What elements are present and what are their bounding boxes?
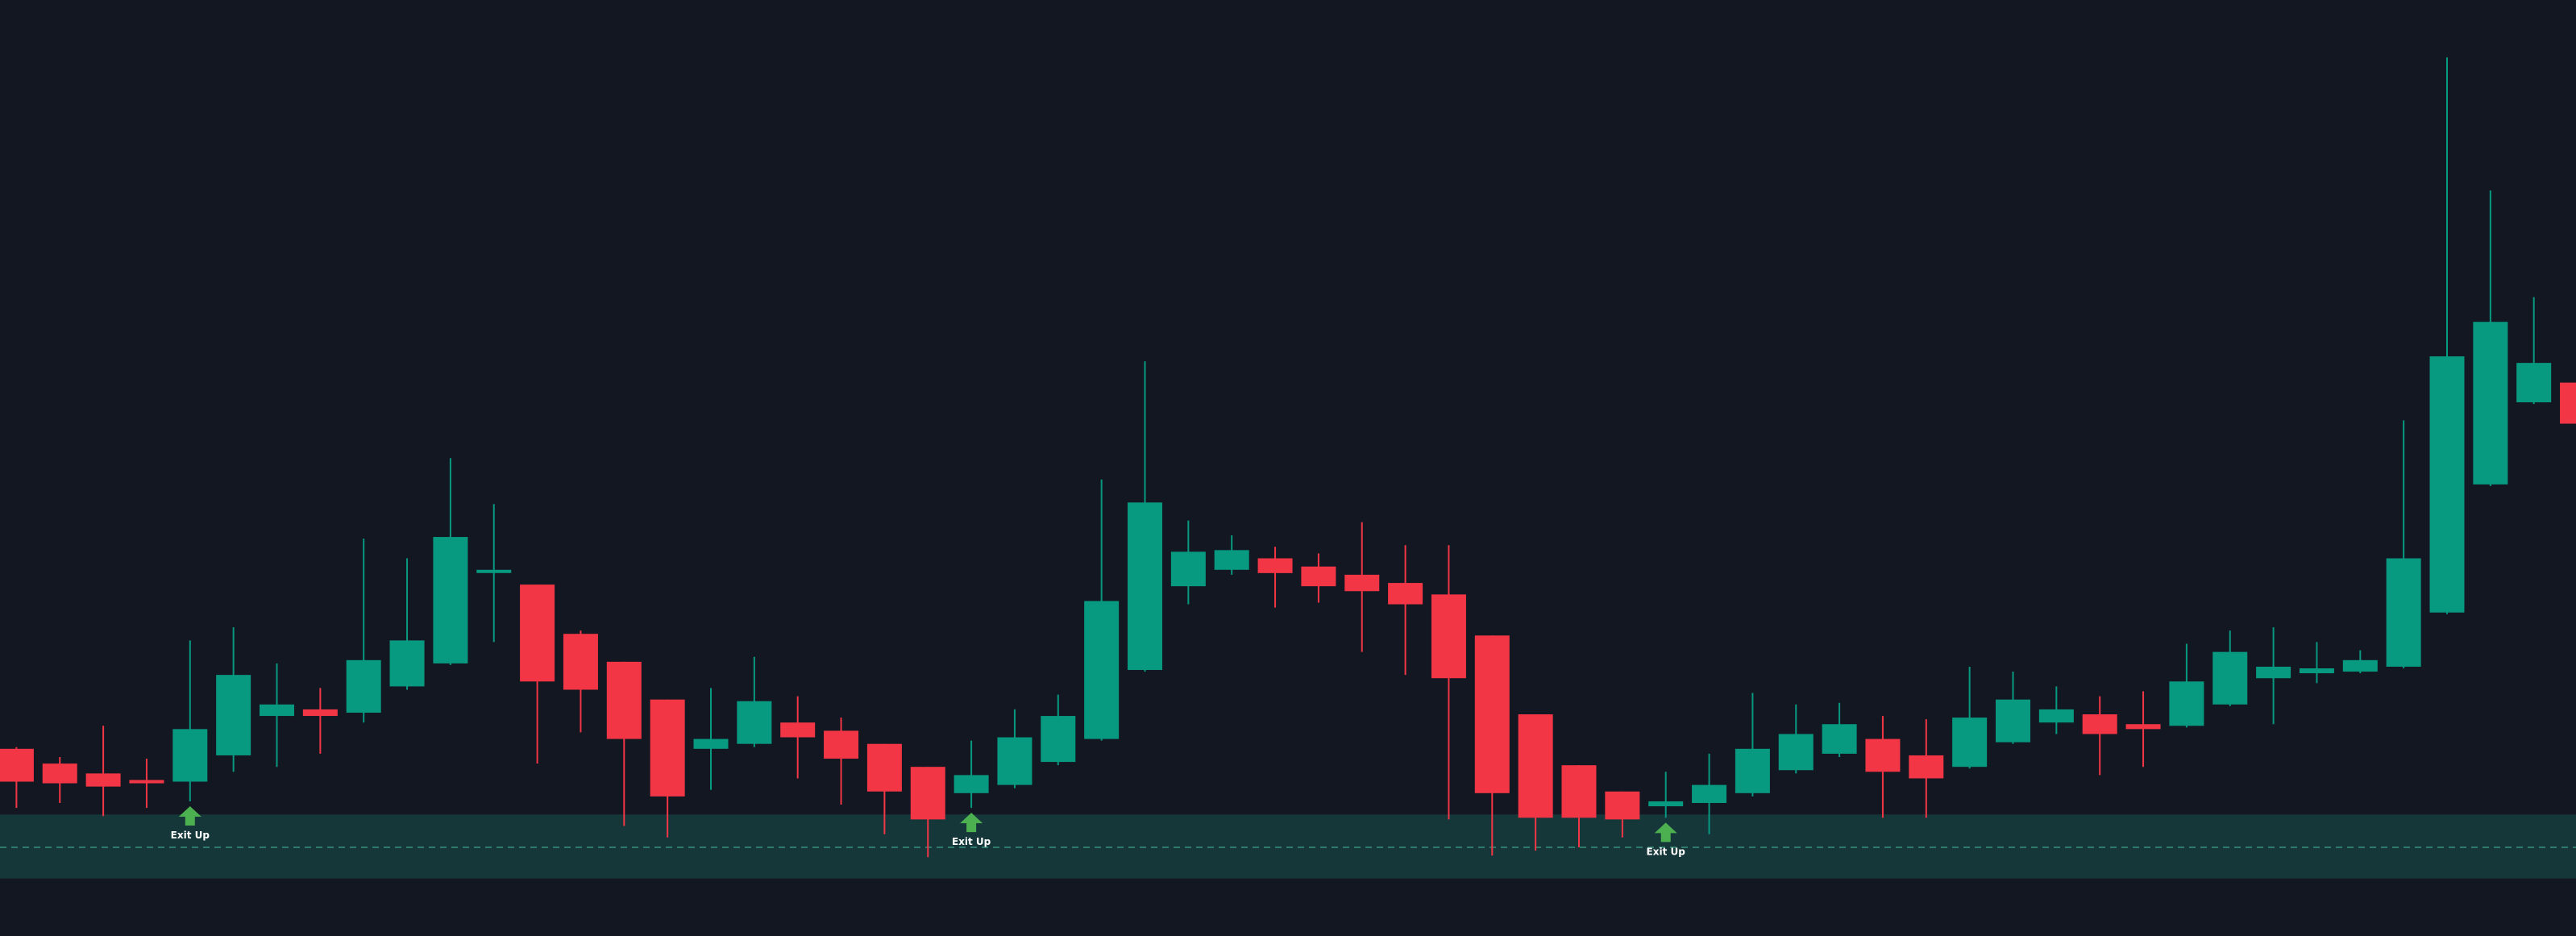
- candle-body: [260, 704, 294, 717]
- candle-body: [824, 730, 859, 759]
- candle-body: [1257, 558, 1293, 573]
- candle-body: [737, 701, 772, 744]
- candle-body: [1084, 601, 1120, 739]
- candle-body: [2473, 322, 2508, 485]
- candle-body: [2256, 666, 2291, 679]
- candle-body: [2386, 558, 2421, 667]
- candle-body: [2560, 382, 2576, 424]
- candle-body: [954, 775, 989, 793]
- candle-body: [1952, 718, 1988, 768]
- candle-body: [1996, 699, 2030, 743]
- candle-body: [346, 659, 381, 713]
- candle-body: [1388, 583, 1423, 605]
- exit-label: Exit Up: [171, 830, 210, 841]
- candle-body: [866, 743, 902, 792]
- candle-body: [1474, 635, 1510, 793]
- candle-body: [1344, 574, 1380, 592]
- candle-body: [2125, 724, 2161, 730]
- candle-body: [1128, 502, 1162, 671]
- candle-body: [1822, 724, 1857, 754]
- candle-body: [433, 537, 468, 664]
- candle-body: [216, 675, 251, 755]
- candle-body: [1561, 765, 1597, 818]
- candle-body: [0, 748, 34, 782]
- candle-body: [85, 773, 121, 787]
- candle-body: [780, 722, 816, 738]
- candle-body: [389, 640, 425, 687]
- exit-arrow: [960, 813, 983, 833]
- candle-body: [693, 738, 729, 749]
- candle-body: [1865, 738, 1901, 772]
- candle-body: [650, 699, 685, 797]
- zone: [0, 814, 2576, 879]
- candle-body: [1648, 801, 1684, 807]
- exit-arrow: [178, 805, 202, 826]
- candle-body: [997, 737, 1032, 785]
- exit-arrow: [1654, 822, 1677, 842]
- candle-body: [1301, 566, 1336, 587]
- candle-body: [1431, 594, 1466, 679]
- candle-body: [129, 780, 164, 784]
- exit-label: Exit Up: [952, 836, 991, 847]
- candle-body: [1214, 550, 1249, 570]
- candle-body: [520, 584, 555, 682]
- candle-body: [2429, 356, 2465, 613]
- candle-body: [1518, 714, 1553, 818]
- candle-body: [2082, 714, 2117, 734]
- candle-body: [42, 763, 77, 784]
- candle-body: [1909, 755, 1944, 779]
- candle-body: [1778, 734, 1814, 771]
- candle-body: [910, 767, 945, 820]
- candle-body: [2342, 659, 2378, 672]
- candle-body: [563, 634, 598, 690]
- candle-body: [2169, 681, 2204, 726]
- exit-label: Exit Up: [1647, 846, 1686, 857]
- candle-body: [2299, 668, 2334, 674]
- candle-body: [476, 569, 512, 573]
- candle-body: [2038, 709, 2074, 723]
- candle-body: [1735, 748, 1770, 793]
- candle-body: [2516, 363, 2552, 403]
- candle-body: [2212, 651, 2248, 705]
- candle-body: [302, 709, 338, 717]
- candle-body: [1170, 551, 1206, 587]
- candle-body: [172, 729, 208, 782]
- candle-body: [1041, 716, 1076, 763]
- candle-body: [1605, 791, 1640, 820]
- candle-body: [606, 661, 642, 739]
- candle-body: [1692, 784, 1727, 804]
